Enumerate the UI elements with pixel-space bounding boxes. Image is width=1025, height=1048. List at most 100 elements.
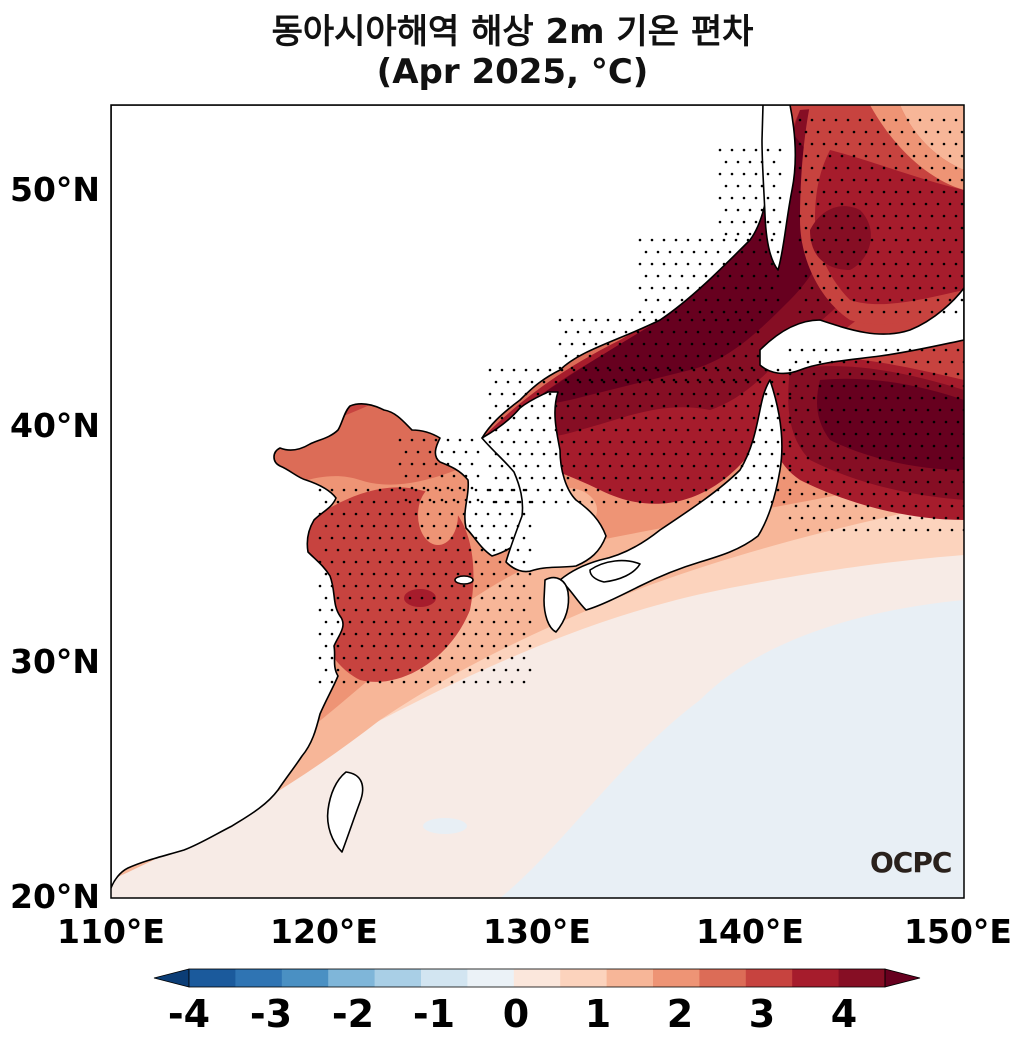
stipple-dot — [560, 440, 564, 444]
stipple-dot — [878, 480, 882, 484]
stipple-dot — [926, 360, 930, 364]
stipple-dot — [480, 668, 484, 672]
stipple-dot — [680, 416, 684, 420]
stipple-dot — [816, 226, 820, 230]
stipple-dot — [602, 500, 606, 504]
stipple-dot — [600, 378, 604, 382]
stipple-dot — [902, 504, 906, 508]
stipple-dot — [450, 656, 454, 660]
stipple-dot — [882, 238, 886, 242]
stipple-dot — [726, 342, 730, 346]
stipple-dot — [830, 432, 834, 436]
stipple-dot — [860, 372, 864, 376]
stipple-dot — [390, 608, 394, 612]
stipple-dot — [914, 456, 918, 460]
stipple-dot — [372, 668, 376, 672]
stipple-dot — [596, 368, 600, 372]
stipple-dot — [800, 444, 804, 448]
stipple-dot — [638, 500, 642, 504]
stipple-dot — [510, 488, 514, 492]
stipple-dot — [614, 380, 618, 384]
stipple-dot — [896, 372, 900, 376]
stipple-dot — [770, 310, 774, 314]
stipple-dot — [728, 298, 732, 302]
stipple-dot — [900, 154, 904, 158]
stipple-dot — [444, 524, 448, 528]
stipple-dot — [692, 298, 696, 302]
stipple-dot — [816, 154, 820, 158]
stipple-dot — [402, 632, 406, 636]
stipple-dot — [726, 318, 730, 322]
stipple-dot — [542, 380, 546, 384]
stipple-dot — [518, 380, 522, 384]
stipple-dot — [342, 536, 346, 540]
stipple-dot — [824, 444, 828, 448]
stipple-dot — [420, 572, 424, 576]
stipple-dot — [324, 572, 328, 576]
stipple-dot — [632, 464, 636, 468]
stipple-dot — [476, 450, 480, 454]
stipple-dot — [450, 560, 454, 564]
stipple-dot — [812, 372, 816, 376]
stipple-dot — [324, 524, 328, 528]
stipple-dot — [584, 368, 588, 372]
stipple-dot — [810, 142, 814, 146]
stipple-dot — [920, 420, 924, 424]
stipple-dot — [674, 262, 678, 266]
stipple-dot — [434, 462, 438, 466]
stipple-dot — [662, 476, 666, 480]
lat-tick-20: 20°N — [10, 877, 101, 916]
stipple-dot — [524, 368, 528, 372]
stipple-dot — [404, 498, 408, 502]
stipple-dot — [888, 130, 892, 134]
stipple-dot — [882, 142, 886, 146]
stipple-dot — [788, 416, 792, 420]
colorbar-segment — [421, 969, 468, 987]
stipple-dot — [498, 584, 502, 588]
stipple-dot — [800, 516, 804, 520]
stipple-dot — [698, 380, 702, 384]
stipple-dot — [330, 560, 334, 564]
stipple-dot — [926, 432, 930, 436]
stipple-dot — [498, 560, 502, 564]
stipple-dot — [788, 372, 792, 376]
stipple-dot — [594, 318, 598, 322]
stipple-dot — [756, 378, 760, 382]
stipple-dot — [518, 428, 522, 432]
stipple-dot — [330, 656, 334, 660]
lon-tick-130: 130°E — [483, 912, 591, 951]
stipple-dot — [668, 488, 672, 492]
stipple-dot — [596, 392, 600, 396]
stipple-dot — [848, 396, 852, 400]
stipple-dot — [842, 360, 846, 364]
stipple-dot — [474, 584, 478, 588]
stipple-dot — [620, 392, 624, 396]
stipple-dot — [734, 428, 738, 432]
stipple-dot — [888, 202, 892, 206]
stipple-dot — [432, 524, 436, 528]
stipple-dot — [624, 354, 628, 358]
stipple-dot — [788, 464, 792, 468]
stipple-dot — [650, 500, 654, 504]
stipple-dot — [776, 298, 780, 302]
stipple-dot — [566, 380, 570, 384]
stipple-dot — [846, 262, 850, 266]
stipple-dot — [936, 250, 940, 254]
stipple-dot — [848, 420, 852, 424]
stipple-dot — [770, 428, 774, 432]
stipple-dot — [462, 512, 466, 516]
stipple-dot — [690, 342, 694, 346]
stipple-dot — [734, 500, 738, 504]
stipple-dot — [488, 440, 492, 444]
stipple-dot — [638, 404, 642, 408]
stipple-dot — [860, 348, 864, 352]
stipple-dot — [456, 644, 460, 648]
stipple-dot — [800, 348, 804, 352]
stipple-dot — [788, 444, 792, 448]
stipple-dot — [828, 154, 832, 158]
stipple-dot — [740, 416, 744, 420]
stipple-dot — [748, 208, 752, 212]
stipple-dot — [462, 656, 466, 660]
lat-tick-50: 50°N — [10, 170, 101, 209]
stipple-dot — [512, 416, 516, 420]
